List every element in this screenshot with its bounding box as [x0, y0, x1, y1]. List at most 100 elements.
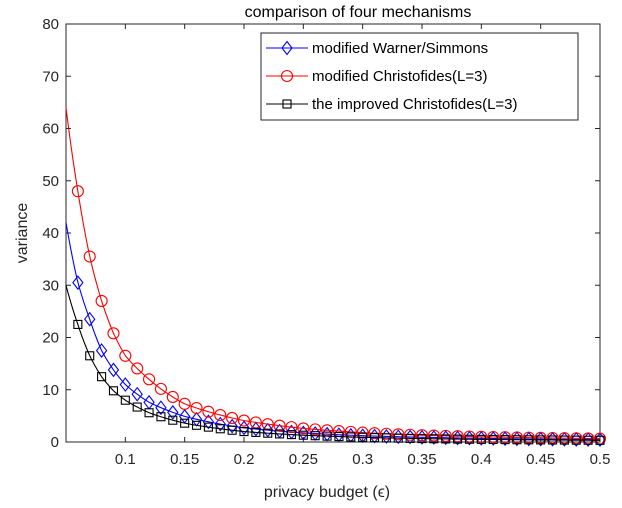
data-point: [297, 422, 310, 435]
data-point: [595, 435, 605, 445]
axis-ticks: 0.1 0.15 0.2 0.25 0.3 0.35 0.4 0.45 0.5 0 10 20 30 40…: [42, 16, 610, 468]
data-point: [594, 432, 606, 448]
data-point: [571, 435, 581, 445]
y-axis-title: variance: [14, 203, 31, 264]
data-point: [524, 435, 534, 445]
legend-marker: [280, 69, 294, 83]
data-point: [322, 431, 332, 441]
y-tick-label: 50: [42, 173, 59, 190]
data-point: [404, 428, 417, 441]
y-tick-label: 40: [42, 225, 59, 242]
data-point: [298, 430, 308, 440]
data-point: [85, 351, 95, 361]
data-point: [263, 428, 273, 438]
data-point: [143, 373, 156, 386]
legend: modified Warner/Simmons modified Christof…: [260, 32, 579, 121]
data-point: [273, 419, 286, 432]
data-point: [559, 435, 569, 445]
series-line: [65, 222, 601, 441]
data-point: [464, 434, 475, 444]
data-point: [475, 430, 488, 443]
data-point: [417, 434, 427, 444]
data-point: [356, 426, 369, 439]
data-point: [582, 432, 594, 447]
data-point: [476, 434, 486, 444]
data-point: [84, 311, 96, 327]
data-point: [358, 432, 368, 442]
data-point: [239, 426, 249, 437]
x-tick-label: 0.45: [526, 451, 555, 468]
data-point: [120, 395, 130, 405]
data-point: [214, 416, 226, 432]
data-point: [71, 185, 84, 198]
legend-label: modified Warner/Simmons: [312, 40, 488, 57]
series-layer: [65, 107, 607, 448]
series-2: [65, 285, 605, 445]
x-tick-label: 0.35: [407, 451, 436, 468]
data-point: [380, 427, 393, 440]
y-tick-label: 60: [42, 121, 59, 138]
data-point: [534, 431, 547, 444]
data-point: [488, 434, 498, 445]
x-tick-label: 0.5: [590, 451, 611, 468]
data-point: [463, 430, 476, 443]
series-line: [65, 285, 601, 441]
y-tick-label: 20: [42, 330, 59, 347]
data-point: [346, 432, 356, 442]
data-point: [536, 435, 546, 445]
data-point: [546, 431, 559, 447]
data-point: [522, 431, 535, 444]
data-point: [583, 435, 593, 445]
data-point: [202, 405, 215, 418]
data-point: [214, 408, 227, 422]
chart-title: comparison of four mechanisms: [245, 4, 472, 21]
x-tick-label: 0.15: [170, 451, 199, 468]
data-point: [167, 404, 179, 420]
data-point: [570, 432, 582, 447]
data-point: [285, 421, 298, 434]
data-point: [131, 386, 143, 402]
data-point: [393, 433, 403, 443]
data-point: [415, 429, 429, 442]
data-point: [523, 431, 535, 447]
legend-label: modified Christofides(L=3): [312, 68, 488, 85]
data-point: [405, 433, 415, 443]
data-point: [368, 427, 381, 440]
data-point: [558, 431, 571, 447]
data-point: [369, 433, 380, 443]
data-point: [180, 418, 190, 428]
data-point: [499, 431, 511, 447]
data-point: [72, 275, 84, 291]
data-point: [427, 429, 440, 442]
data-point: [499, 431, 512, 444]
data-point: [191, 420, 202, 430]
data-point: [334, 432, 344, 442]
data-point: [107, 362, 120, 378]
data-point: [108, 386, 119, 396]
data-point: [487, 430, 500, 444]
data-point: [144, 408, 154, 418]
data-point: [119, 377, 132, 392]
data-point: [286, 430, 297, 440]
data-point: [227, 425, 237, 435]
data-point: [215, 424, 225, 434]
data-point: [309, 423, 322, 436]
y-tick-label: 10: [42, 382, 59, 399]
data-point: [392, 428, 405, 441]
data-point: [429, 434, 439, 444]
data-point: [83, 250, 96, 263]
data-point: [95, 294, 108, 307]
data-point: [131, 362, 144, 375]
data-point: [166, 390, 179, 404]
data-point: [132, 402, 142, 412]
data-point: [155, 400, 167, 416]
legend-label: the improved Christofides(L=3): [312, 96, 518, 113]
data-point: [156, 412, 166, 422]
data-point: [237, 414, 251, 427]
data-point: [73, 319, 83, 329]
x-axis-title: privacy budget (ϵ): [264, 484, 390, 501]
data-point: [500, 435, 510, 445]
data-point: [453, 434, 463, 444]
data-point: [381, 433, 391, 443]
